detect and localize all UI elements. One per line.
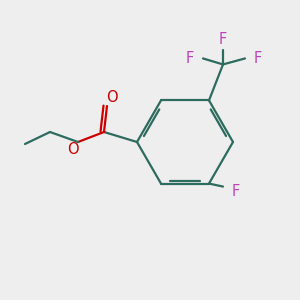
Text: F: F <box>232 184 240 199</box>
Text: O: O <box>106 91 118 106</box>
Text: F: F <box>219 32 227 47</box>
Text: F: F <box>254 51 262 66</box>
Text: O: O <box>67 142 79 158</box>
Text: F: F <box>186 51 194 66</box>
